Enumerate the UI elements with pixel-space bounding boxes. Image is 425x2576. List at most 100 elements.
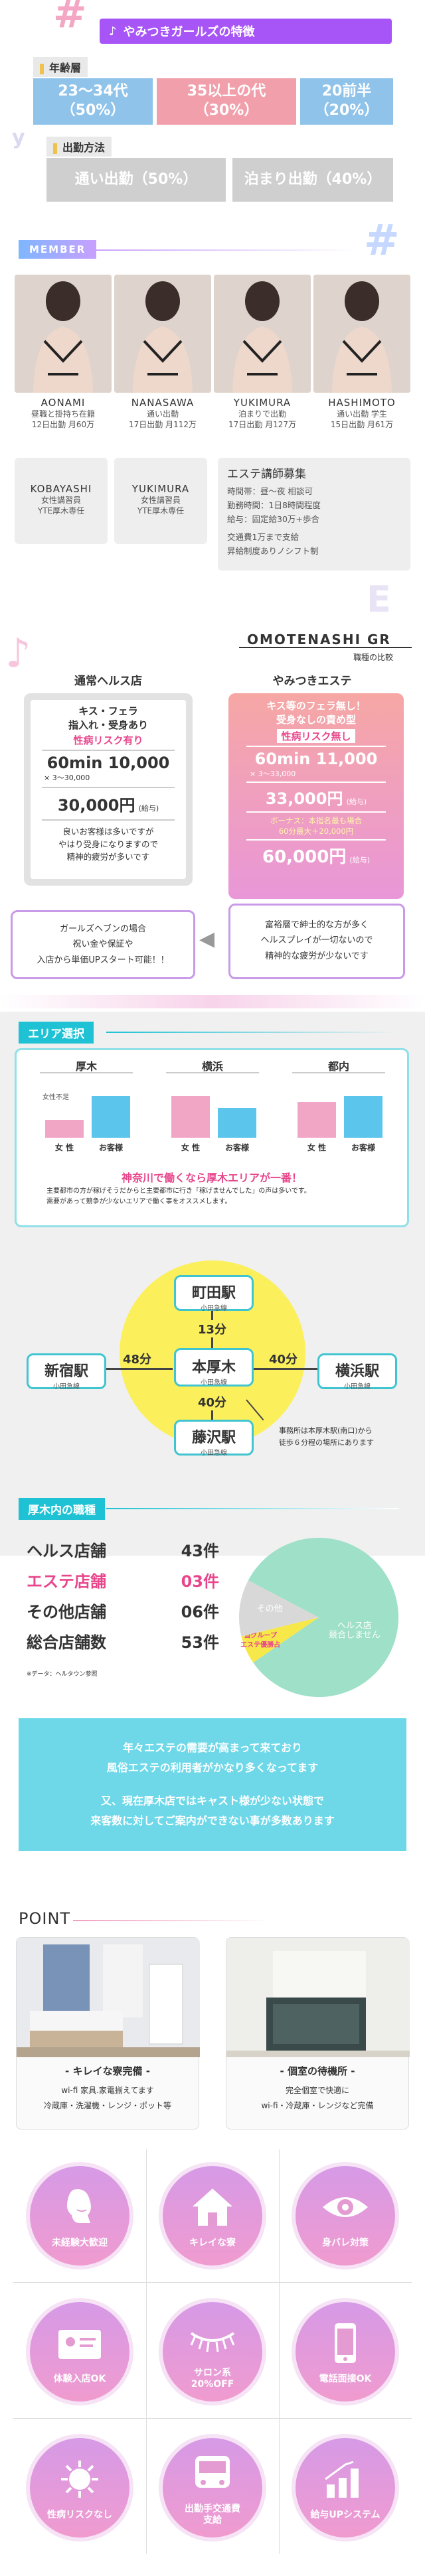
feature-label: キレイな寮 [189,2238,236,2249]
feature-circle: 電話面接OK [296,2302,395,2402]
left-arrow-icon: ◀ [199,927,215,951]
area-desc-1: 主要都市の方が稼げそうだからと主要都市に行き「稼げませんでした」の声は多いです。 [46,1187,311,1195]
area-chart-note: 女性不足 [42,1094,69,1101]
member-silhouette [114,275,211,393]
hash-decoration-icon: # [53,0,87,37]
feature-label: 未経験大歓迎 [52,2238,108,2249]
area-chart-title-line [292,1072,385,1073]
map-line-north [211,1300,213,1380]
shop-label: エステ店舗 [27,1572,106,1591]
office-note-1: 事務所は本厚木駅(南口)から [279,1426,373,1435]
point-1-line-2: 冷蔵庫・洗濯機・レンジ・ポット等 [43,2101,171,2110]
phone-icon [319,2319,372,2368]
hash-decoration-icon: # [364,216,400,265]
staff-1: KOBAYASHI 女性講習員 YTE厚木専任 [30,483,92,516]
feature-label-line: 未経験大歓迎 [52,2237,108,2248]
feature-circle: サロン系 20%OFF [163,2302,262,2402]
member-info: YUKIMURA 泊まりで出勤 17日出勤 月127万 [214,397,311,430]
member-info: AONAMI 昼職と掛持ち在籍 12日出勤 月60万 [15,397,112,430]
office-note-2: 徒歩６分程の場所にあります [279,1438,374,1447]
bus-icon [186,2449,239,2498]
age-box-1: 23～34代 （50%） [33,78,153,125]
bar-customer [218,1108,256,1138]
feature-label: 電話面接OK [319,2374,372,2385]
compare-left-box: キス・フェラ 指入れ・受身あり 性病リスク有り 60min 10,000 × 3… [24,693,193,886]
point-title: POINT [19,1909,71,1928]
member-info: NANASAWA 通い出勤 17日出勤 月112万 [114,397,211,430]
section-divider [0,995,425,1008]
shop-label: ヘルス店舗 [27,1542,106,1560]
grid-line-v1 [146,2149,147,2554]
feature-label-line: 20%OFF [191,2379,234,2390]
feature-circle: 身バレ対策 [296,2166,395,2266]
shop-row: その他店舗 06件 [27,1599,219,1622]
station-south: 藤沢駅 小田急線 [174,1420,254,1457]
woman-profile-icon [53,2183,106,2232]
shop-row: 総合店舗数 53件 [27,1629,219,1653]
shop-label: 総合店舗数 [27,1633,106,1652]
pie-slice [241,1617,319,1663]
category-customer: お客様 [351,1143,375,1152]
age-box-2: 35以上の代 （30%） [157,78,296,125]
feature-label-line: キレイな寮 [189,2237,236,2248]
area-desc-2: 需要があって競争が少ないエリアで働く事をオススメします。 [46,1198,232,1205]
chart-up-icon [319,2455,372,2504]
e-decoration: E [367,578,391,620]
id-card-icon [53,2319,106,2368]
time-east: 40分 [269,1353,298,1367]
virus-icon [53,2455,106,2504]
compare-right-box: キス等のフェラ無し！ 受身なしの責め型 性病リスク無し 60min 11,000… [228,693,404,899]
member-photo [214,275,311,393]
pie-label: 競合しません [329,1631,381,1641]
age-box-3: 20前半 （20%） [300,78,393,125]
member-info: HASHIMOTO 通い出勤 学生 15日出勤 月61万 [313,397,410,430]
member-desc: 泊まりで出勤 [238,409,286,419]
music-note-icon: ♪ [109,24,117,38]
bar-female [298,1102,336,1138]
map-line-east [252,1368,332,1370]
feature-label: 性病リスクなし [47,2510,112,2521]
feature-label: 給与UPシステム [310,2510,380,2521]
map-line-west [93,1368,173,1370]
member-silhouette [313,275,410,393]
feature-label-line: 性病リスクなし [47,2509,112,2520]
point-2-title: - 個室の待機所 - [280,2065,355,2077]
area-tag: エリア選択 [19,1022,94,1044]
member-desc: 12日出勤 月60万 [31,420,95,430]
room-photo [17,1938,200,2057]
point-title-line [73,1920,272,1921]
y-decoration: y [12,126,25,149]
shop-count: 06件 [181,1603,219,1621]
feature-label: サロン系 20%OFF [191,2368,234,2390]
member-desc: 通い出勤 学生 [337,409,387,419]
recruit-card: エステ講師募集 時間帯：昼～夜 相談可 勤務時間：1日8時間程度 給与：固定給3… [218,458,410,571]
category-female: 女 性 [181,1143,201,1152]
feature-label: 出勤手交通費 支給 [185,2504,240,2526]
member-tag: MEMBER [19,240,97,259]
member-name: YUKIMURA [233,397,292,409]
feature-circle: 体験入店OK [30,2302,129,2402]
station-west: 新宿駅 小田急線 [27,1353,106,1390]
member-desc: 通い出勤 [146,409,179,419]
age-label: 年齢層 [33,57,88,77]
grid-line-h1 [13,2282,412,2283]
feature-circle: 未経験大歓迎 [30,2166,129,2266]
category-female: 女 性 [54,1143,74,1152]
shops-tag: 厚木内の職種 [19,1498,105,1520]
area-chart-panel [15,1048,409,1227]
station-north: 町田駅 小田急線 [174,1275,254,1312]
feature-label-line: 出勤手交通費 [185,2504,240,2515]
compare-left-head: 通常ヘルス店 [74,675,142,688]
bar-customer [344,1096,382,1138]
feature-circle: 給与UPシステム [296,2438,395,2538]
feature-label-line: 身バレ対策 [322,2237,369,2248]
header-title-bar: ♪ やみつきガールズの特徴 [100,19,392,44]
station-east: 横浜駅 小田急線 [317,1353,397,1390]
bar-female [171,1096,210,1138]
area-highlight: 神奈川で働くなら厚木エリアが一番！ [121,1172,302,1184]
shop-count: 43件 [181,1542,219,1560]
bar-female [45,1120,84,1138]
pie-label: その他 [257,1604,283,1614]
member-photo [114,275,211,393]
category-customer: お客様 [98,1143,123,1152]
